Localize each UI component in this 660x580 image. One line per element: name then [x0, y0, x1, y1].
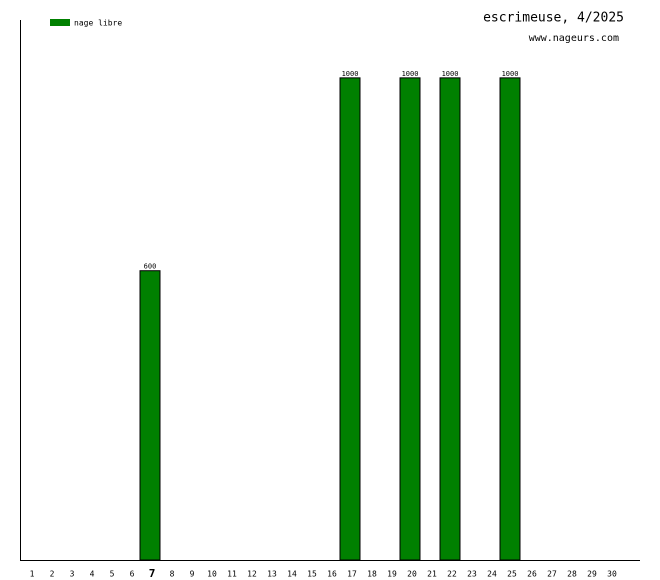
x-tick-label: 23 — [467, 570, 477, 579]
x-tick-label: 24 — [487, 570, 497, 579]
legend-swatch — [50, 19, 70, 26]
bar — [499, 77, 521, 561]
x-tick-label: 21 — [427, 570, 437, 579]
x-tick-label: 14 — [287, 570, 297, 579]
bar — [139, 270, 161, 561]
x-tick-label: 25 — [507, 570, 517, 579]
x-tick-label: 11 — [227, 570, 237, 579]
bar — [339, 77, 361, 561]
x-tick-label: 5 — [110, 570, 115, 579]
x-tick-label: 1 — [30, 570, 35, 579]
x-tick-label: 8 — [170, 570, 175, 579]
x-tick-label: 30 — [607, 570, 617, 579]
x-tick-label: 13 — [267, 570, 277, 579]
x-tick-label: 28 — [567, 570, 577, 579]
x-tick-label: 2 — [50, 570, 55, 579]
data-label: 1000 — [342, 70, 359, 78]
x-tick-label: 12 — [247, 570, 257, 579]
x-tick-label: 27 — [547, 570, 557, 579]
data-label: 1000 — [502, 70, 519, 78]
legend-label: nage libre — [74, 19, 122, 28]
x-tick-label: 22 — [447, 570, 457, 579]
bar — [399, 77, 421, 561]
x-tick-label: 29 — [587, 570, 597, 579]
data-label: 1000 — [442, 70, 459, 78]
chart-title: escrimeuse, 4/2025 — [483, 11, 624, 26]
x-tick-label: 15 — [307, 570, 317, 579]
x-tick-label: 3 — [70, 570, 75, 579]
x-tick-label: 4 — [90, 570, 95, 579]
x-tick-label: 10 — [207, 570, 217, 579]
x-tick-label: 6 — [130, 570, 135, 579]
bar — [439, 77, 461, 561]
x-tick-label: 17 — [347, 570, 357, 579]
x-tick-label: 16 — [327, 570, 337, 579]
data-label: 1000 — [402, 70, 419, 78]
x-tick-label: 20 — [407, 570, 417, 579]
chart-subtitle: www.nageurs.com — [529, 33, 619, 44]
x-tick-label: 26 — [527, 570, 537, 579]
x-tick-label: 18 — [367, 570, 377, 579]
x-tick-label: 9 — [190, 570, 195, 579]
x-tick-label: 7 — [149, 567, 156, 580]
data-label: 600 — [144, 263, 157, 271]
x-tick-label: 19 — [387, 570, 397, 579]
